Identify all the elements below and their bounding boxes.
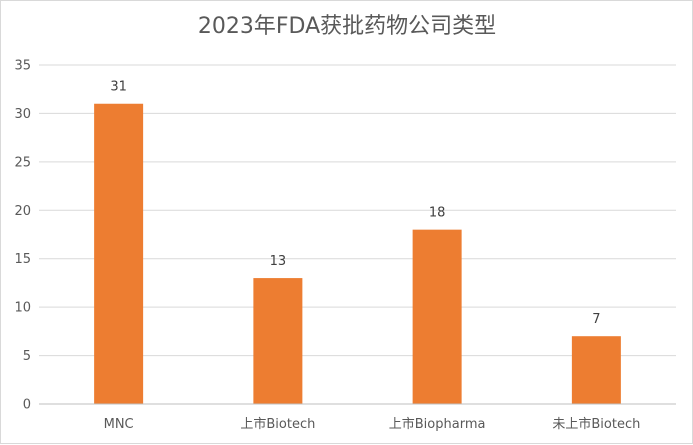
x-category-label: 上市Biopharma xyxy=(389,416,486,432)
y-tick-label: 5 xyxy=(23,349,31,364)
y-axis-ticks: 0 5 10 15 20 25 30 35 xyxy=(14,59,31,413)
y-tick-label: 30 xyxy=(14,107,31,122)
bar xyxy=(253,278,303,404)
bar xyxy=(412,229,462,404)
bar xyxy=(571,336,621,404)
chart-title: 2023年FDA获批药物公司类型 xyxy=(198,14,496,39)
data-label: 31 xyxy=(110,80,127,95)
bars xyxy=(94,103,621,404)
x-axis-categories: MNC 上市Biotech 上市Biopharma 未上市Biotech xyxy=(104,416,641,432)
data-label: 18 xyxy=(429,206,446,221)
y-tick-label: 15 xyxy=(14,252,31,267)
y-tick-label: 0 xyxy=(23,398,31,413)
gridlines xyxy=(39,64,676,357)
data-label: 13 xyxy=(270,254,287,269)
y-tick-label: 20 xyxy=(14,204,31,219)
x-category-label: MNC xyxy=(104,417,134,432)
y-tick-label: 25 xyxy=(14,155,31,170)
y-tick-label: 10 xyxy=(14,301,31,316)
data-labels: 31 13 18 7 xyxy=(110,80,600,327)
bar xyxy=(94,103,144,404)
data-label: 7 xyxy=(592,312,600,327)
x-category-label: 未上市Biotech xyxy=(552,416,640,432)
y-tick-label: 35 xyxy=(14,59,31,74)
x-category-label: 上市Biotech xyxy=(240,416,315,432)
